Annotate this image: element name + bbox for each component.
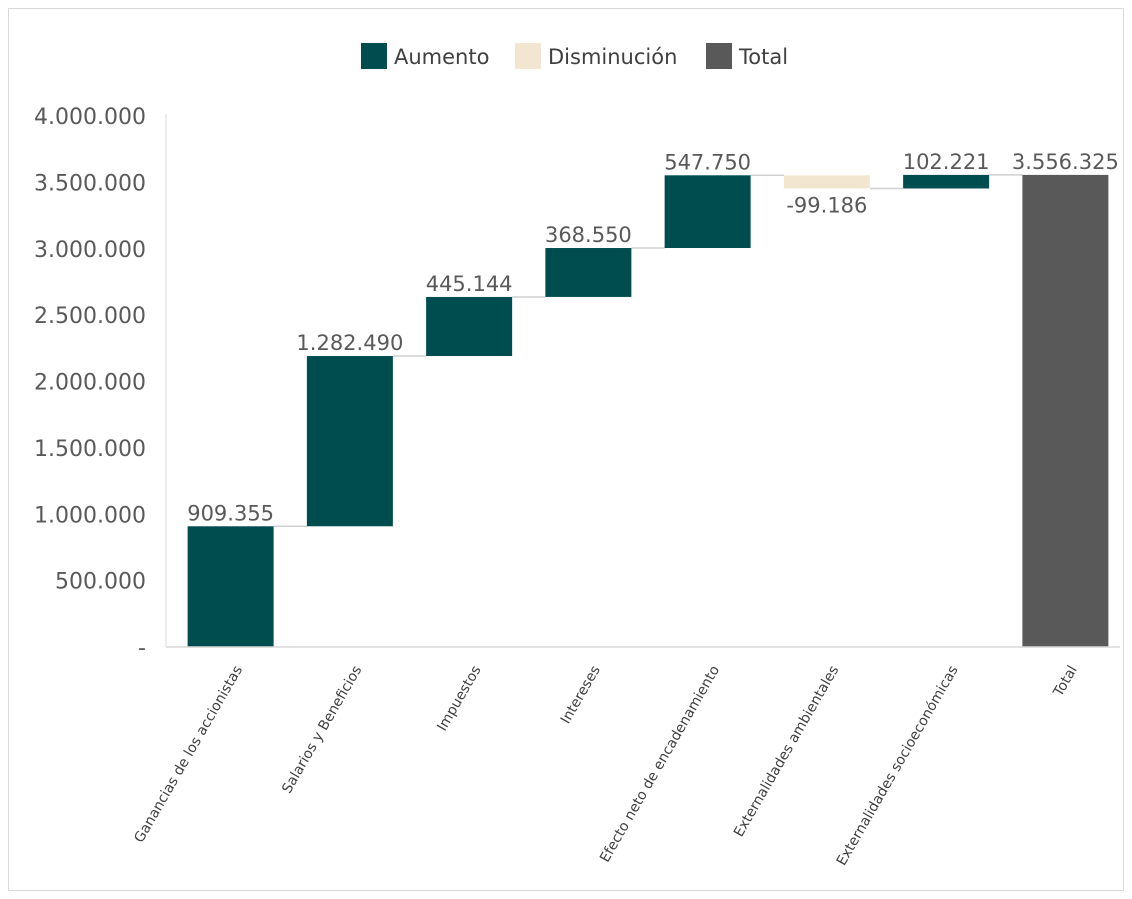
x-axis: Ganancias de los accionistas Salarios y B… xyxy=(131,646,1120,869)
y-tick-label: 3.000.000 xyxy=(34,238,146,263)
bars xyxy=(187,174,1109,647)
x-tick-label-5: Externalidades ambientales xyxy=(731,663,842,840)
x-tick-label-0: Ganancias de los accionistas xyxy=(131,663,246,846)
data-label-4: 547.750 xyxy=(664,150,751,174)
y-tick-label: 1.500.000 xyxy=(34,437,146,462)
bar-5 xyxy=(783,175,870,189)
bar-7 xyxy=(1022,174,1109,647)
legend-swatch-aumento xyxy=(361,43,387,69)
y-tick-label: 4.000.000 xyxy=(34,105,146,130)
data-label-6: 102.221 xyxy=(903,150,990,174)
x-tick-label-1: Salarios y Beneficios xyxy=(279,663,365,796)
y-tick-label: 3.500.000 xyxy=(34,171,146,196)
x-tick-label-6: Externalidades socioeconómicas xyxy=(834,663,962,869)
bar-2 xyxy=(426,296,513,357)
legend-swatch-disminucion xyxy=(515,43,541,69)
y-axis: - 500.000 1.000.000 1.500.000 2.000.000 2.500… xyxy=(34,105,167,661)
x-tick-label-2: Impuestos xyxy=(434,663,484,734)
data-label-3: 368.550 xyxy=(545,223,632,247)
y-tick-label: - xyxy=(138,636,146,661)
y-tick-label: 2.500.000 xyxy=(34,304,146,329)
data-label-5: -99.186 xyxy=(786,193,867,217)
data-label-0: 909.355 xyxy=(187,501,274,525)
y-tick-label: 1.000.000 xyxy=(34,503,146,528)
data-labels: 909.355 1.282.490 445.144 368.550 547.750 -99… xyxy=(187,150,1119,525)
x-tick-label-4: Efecto neto de encadenamiento xyxy=(597,663,723,865)
x-tick-label-7: Total xyxy=(1050,663,1081,700)
data-label-2: 445.144 xyxy=(426,272,513,296)
x-tick-label-3: Intereses xyxy=(558,663,604,727)
bar-0 xyxy=(187,526,274,647)
y-tick-label: 500.000 xyxy=(55,570,146,595)
data-label-7: 3.556.325 xyxy=(1012,150,1119,174)
y-tick-label: 2.000.000 xyxy=(34,371,146,396)
bar-4 xyxy=(664,175,751,249)
bar-1 xyxy=(306,356,393,527)
legend-label-aumento: Aumento xyxy=(394,45,489,69)
legend: Aumento Disminución Total xyxy=(361,43,788,69)
connector-lines xyxy=(273,174,1023,528)
chart-frame xyxy=(8,8,1124,891)
legend-swatch-total xyxy=(706,43,732,69)
legend-label-total: Total xyxy=(738,45,788,69)
data-label-1: 1.282.490 xyxy=(296,331,403,355)
legend-label-disminucion: Disminución xyxy=(548,45,677,69)
bar-3 xyxy=(545,248,632,297)
bar-6 xyxy=(903,174,990,189)
